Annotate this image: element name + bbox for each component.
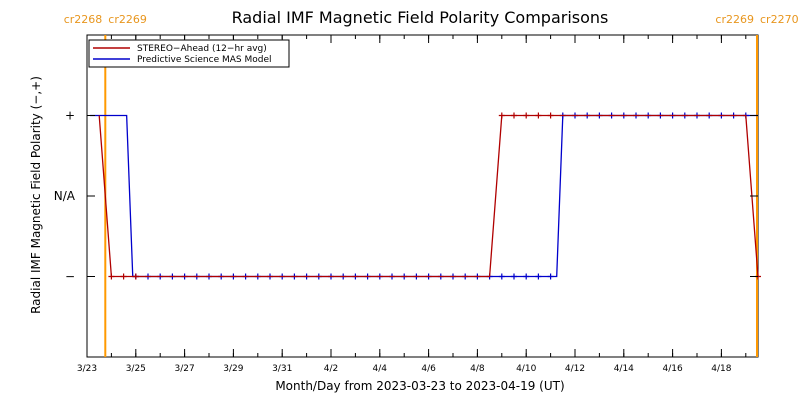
x-tick-label: 3/29	[223, 364, 243, 374]
series-marker	[108, 273, 115, 280]
series-marker	[523, 273, 530, 280]
x-tick-label: 3/31	[272, 364, 292, 374]
series-marker	[547, 273, 554, 280]
x-tick-label: 4/10	[516, 364, 536, 374]
series-lines	[90, 112, 761, 280]
series-marker	[535, 112, 542, 119]
rotation-label-left: cr2269	[715, 13, 754, 26]
series-marker	[511, 112, 517, 119]
legend: STEREO−Ahead (12−hr avg)Predictive Scien…	[88, 39, 290, 68]
series-stereo-ahead	[98, 112, 761, 280]
x-tick-label: 4/6	[421, 364, 436, 374]
rotation-label-left: cr2268	[64, 13, 103, 26]
rotation-label-right: cr2269	[108, 13, 147, 26]
chart-title: Radial IMF Magnetic Field Polarity Compa…	[232, 8, 609, 27]
series-marker	[132, 273, 139, 280]
x-tick-label: 4/4	[373, 364, 388, 374]
series-marker	[523, 112, 530, 119]
legend-box	[88, 39, 290, 68]
x-axis-label: Month/Day from 2023-03-23 to 2023-04-19 …	[275, 379, 564, 393]
x-tick-label: 4/8	[470, 364, 485, 374]
x-tick-label: 4/18	[711, 364, 731, 374]
y-axis-label: Radial IMF Magnetic Field Polarity (−,+)	[29, 76, 43, 314]
x-tick-label: 4/2	[324, 364, 338, 374]
y-tick-label: −	[65, 270, 75, 284]
x-axis-ticks: 3/23 3/25 3/27 3/29 3/31 4/2 4/4 4/6 4/8 4/10 4/12…	[77, 35, 747, 374]
x-tick-label: 4/16	[662, 364, 682, 374]
x-tick-label: 4/14	[614, 364, 634, 374]
rotation-label-right: cr2270	[760, 13, 799, 26]
series-line	[90, 114, 758, 278]
series-marker	[120, 273, 127, 280]
series-marker	[511, 273, 517, 280]
x-tick-label: 4/12	[565, 364, 585, 374]
series-marker	[547, 112, 554, 119]
legend-entry: Predictive Science MAS Model	[137, 55, 272, 65]
y-axis-ticks: + N/A −	[54, 109, 758, 284]
y-tick-label: N/A	[54, 189, 76, 203]
series-marker	[498, 112, 505, 119]
y-tick-label: +	[65, 109, 75, 123]
x-tick-label: 3/27	[174, 364, 194, 374]
rotation-markers: cr2268 cr2269 cr2269 cr2270	[64, 13, 799, 357]
x-tick-label: 3/23	[77, 364, 97, 374]
series-marker	[535, 273, 542, 280]
legend-entry: STEREO−Ahead (12−hr avg)	[137, 44, 267, 54]
plot-border	[86, 34, 759, 358]
x-tick-label: 3/25	[126, 364, 146, 374]
series-line	[98, 114, 759, 278]
series-mas-model	[90, 112, 758, 280]
plot-frame	[86, 34, 759, 358]
series-marker	[498, 273, 505, 280]
